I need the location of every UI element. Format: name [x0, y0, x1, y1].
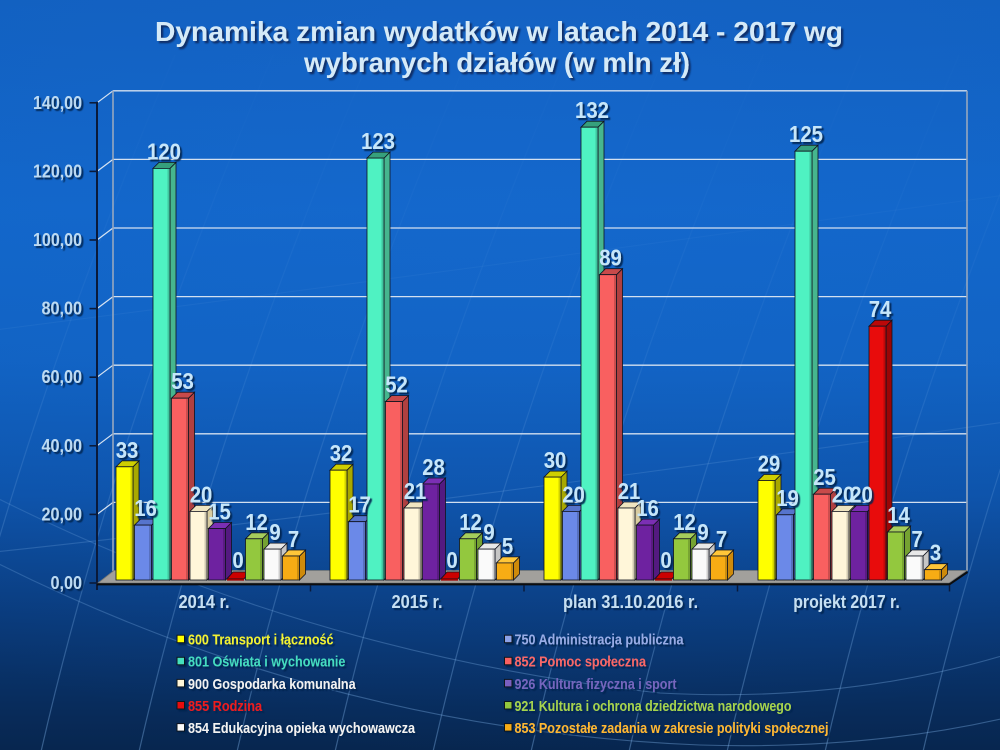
svg-text:5: 5 [502, 533, 513, 559]
svg-text:2014 r.: 2014 r. [179, 591, 230, 612]
svg-text:80,00: 80,00 [42, 299, 83, 319]
svg-text:12: 12 [673, 509, 696, 535]
svg-text:853 Pozostałe zadania w zakres: 853 Pozostałe zadania w zakresie polityk… [515, 721, 829, 737]
svg-text:921 Kultura i ochrona dziedzic: 921 Kultura i ochrona dziedzictwa narodo… [515, 699, 792, 715]
svg-text:3: 3 [930, 540, 941, 566]
svg-text:750 Administracja publiczna: 750 Administracja publiczna [515, 633, 685, 649]
svg-text:30: 30 [544, 447, 567, 473]
svg-text:132: 132 [575, 97, 609, 123]
svg-text:17: 17 [348, 492, 371, 518]
svg-text:9: 9 [483, 519, 494, 545]
svg-text:12: 12 [245, 509, 268, 535]
svg-text:0: 0 [446, 547, 457, 573]
svg-text:2015 r.: 2015 r. [392, 591, 443, 612]
svg-text:21: 21 [404, 478, 427, 504]
svg-text:600 Transport i łączność: 600 Transport i łączność [188, 633, 334, 649]
svg-text:29: 29 [758, 451, 781, 477]
svg-text:Dynamika zmian wydatków w lata: Dynamika zmian wydatków w latach 2014 - … [155, 16, 843, 47]
svg-text:0,00: 0,00 [51, 573, 83, 593]
svg-text:19: 19 [776, 485, 799, 511]
svg-text:20: 20 [562, 481, 585, 507]
svg-text:120,00: 120,00 [33, 161, 82, 181]
svg-text:projekt 2017 r.: projekt 2017 r. [793, 591, 900, 612]
svg-text:20,00: 20,00 [42, 504, 83, 524]
svg-text:0: 0 [232, 547, 243, 573]
svg-text:900 Gospodarka komunalna: 900 Gospodarka komunalna [188, 677, 356, 693]
svg-text:123: 123 [361, 128, 395, 154]
svg-text:53: 53 [171, 368, 194, 394]
svg-text:wybranych działów (w mln zł): wybranych działów (w mln zł) [303, 47, 690, 78]
svg-text:20: 20 [850, 481, 873, 507]
svg-text:801 Oświata i wychowanie: 801 Oświata i wychowanie [188, 655, 345, 671]
svg-text:140,00: 140,00 [33, 93, 82, 113]
svg-text:7: 7 [288, 526, 299, 552]
svg-text:33: 33 [116, 437, 139, 463]
svg-text:7: 7 [716, 526, 727, 552]
svg-text:89: 89 [599, 245, 622, 271]
svg-text:15: 15 [208, 499, 231, 525]
svg-text:14: 14 [887, 502, 910, 528]
svg-text:20: 20 [190, 481, 213, 507]
svg-text:12: 12 [459, 509, 482, 535]
svg-text:74: 74 [869, 296, 892, 322]
svg-text:9: 9 [697, 519, 708, 545]
svg-text:7: 7 [911, 526, 922, 552]
svg-text:32: 32 [330, 440, 353, 466]
svg-text:16: 16 [134, 495, 157, 521]
svg-text:0: 0 [660, 547, 671, 573]
svg-text:854 Edukacyjna opieka wychowaw: 854 Edukacyjna opieka wychowawcza [188, 721, 416, 737]
svg-text:852 Pomoc społeczna: 852 Pomoc społeczna [515, 655, 647, 671]
svg-text:125: 125 [789, 121, 823, 147]
svg-text:21: 21 [618, 478, 641, 504]
svg-text:926 Kultura fizyczna i sport: 926 Kultura fizyczna i sport [515, 677, 677, 693]
svg-text:16: 16 [636, 495, 659, 521]
svg-text:plan 31.10.2016 r.: plan 31.10.2016 r. [563, 591, 698, 612]
svg-text:20: 20 [832, 481, 855, 507]
svg-text:25: 25 [813, 464, 836, 490]
svg-text:60,00: 60,00 [42, 367, 83, 387]
svg-text:28: 28 [422, 454, 445, 480]
svg-text:120: 120 [147, 138, 181, 164]
svg-text:52: 52 [385, 372, 408, 398]
svg-text:855 Rodzina: 855 Rodzina [188, 699, 263, 715]
svg-text:100,00: 100,00 [33, 230, 82, 250]
svg-text:9: 9 [269, 519, 280, 545]
svg-text:40,00: 40,00 [42, 436, 83, 456]
